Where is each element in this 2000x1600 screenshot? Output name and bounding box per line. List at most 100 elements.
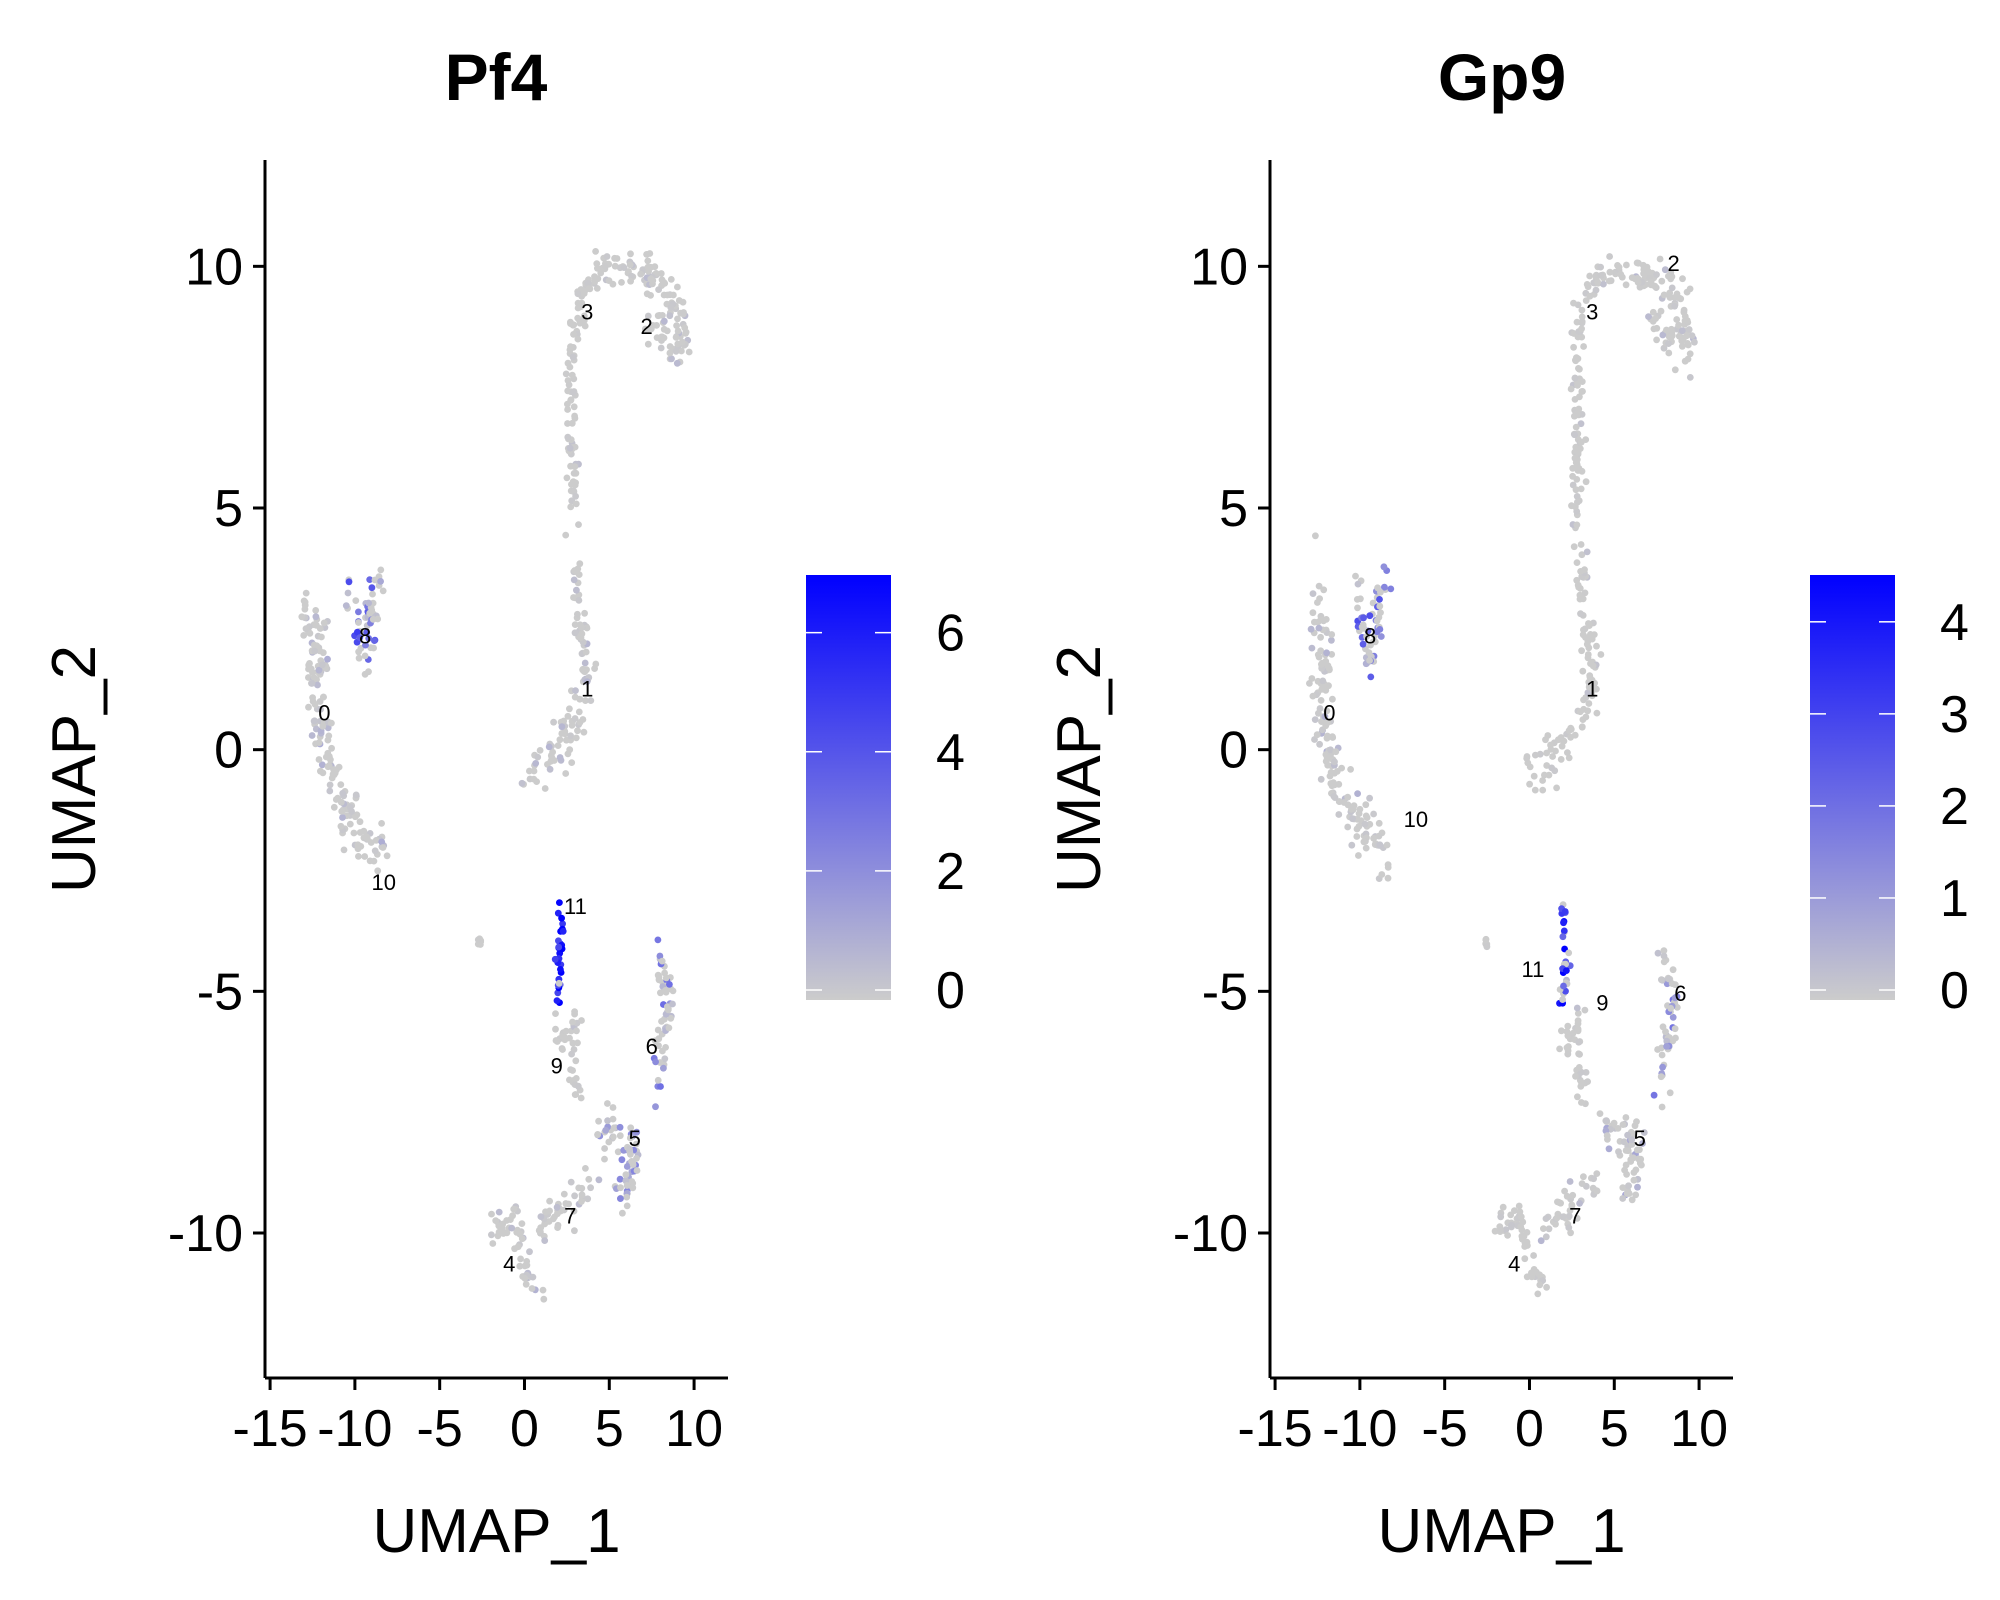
data-point [1315,582,1323,590]
data-point [604,1100,611,1107]
data-point [1571,412,1578,420]
data-point [564,712,572,720]
data-point [351,813,359,821]
data-point [562,1027,570,1035]
data-point [568,419,576,427]
data-point [623,1202,631,1210]
data-point [1615,1148,1622,1156]
data-point [1576,708,1584,716]
data-point [564,420,571,427]
data-point [663,291,671,299]
data-point [326,787,334,795]
data-point [568,371,576,379]
data-point [1574,1093,1581,1101]
data-point [1511,1207,1518,1214]
data-point [1313,731,1321,739]
data-point [499,1220,507,1228]
data-point [1526,780,1533,788]
data-point [316,647,324,655]
data-point [1647,278,1655,286]
data-point [657,344,665,352]
data-point [1578,467,1586,475]
data-point [569,1018,576,1026]
data-point [546,765,554,773]
cluster-label: 0 [318,701,330,726]
data-point [1317,633,1324,641]
data-point [581,609,588,617]
data-point [1671,994,1679,1002]
data-point [654,936,662,944]
data-point [1617,270,1625,278]
data-point [1666,294,1674,301]
data-point [1581,589,1589,597]
data-point [1571,396,1579,403]
data-point [508,1224,516,1232]
data-point [627,250,634,258]
data-point [1660,958,1668,966]
data-point [1571,374,1579,382]
data-point [673,359,681,367]
cluster-label: 2 [640,314,652,339]
data-point [365,599,372,607]
data-point [1558,1027,1565,1035]
data-point [1684,355,1692,363]
data-point [628,272,635,280]
data-point [1323,754,1331,762]
y-tick-label: 10 [1190,238,1248,296]
data-point [1650,1091,1658,1099]
data-point [500,1230,507,1237]
data-point [566,705,573,713]
data-point [1497,1213,1505,1221]
data-point [551,955,559,963]
data-point [564,387,572,395]
data-point [306,660,313,667]
data-point [1666,1089,1674,1097]
data-point [582,697,589,704]
data-point [643,290,651,298]
data-point [1573,456,1581,463]
data-point [1564,749,1571,756]
x-tick-label: 0 [510,1400,539,1458]
data-point [1596,1110,1604,1117]
data-point [574,727,581,735]
data-point [1499,1203,1507,1211]
cluster-label: 7 [564,1203,576,1228]
data-point [540,1295,548,1303]
data-point [355,853,362,860]
x-tick-label: -15 [1238,1400,1313,1458]
data-point [617,1195,624,1202]
data-point [565,381,573,389]
data-point [1582,478,1590,486]
scatter-points [298,248,693,1303]
data-point [530,767,538,775]
data-point [1376,596,1383,603]
data-point [1369,599,1377,607]
data-point [667,1014,675,1022]
data-point [352,597,360,604]
data-point [616,1123,624,1131]
data-point [1558,742,1566,750]
data-point [576,695,584,703]
data-point [1603,1117,1610,1125]
data-point [1328,651,1336,658]
data-point [318,761,326,769]
data-point [1577,541,1585,548]
data-point [564,406,571,413]
data-point [1344,793,1352,801]
data-point [1573,1214,1581,1222]
data-point [1518,1226,1526,1234]
data-point [1569,1191,1577,1199]
data-point [570,331,577,338]
data-point [301,605,309,613]
data-point [345,578,353,586]
data-point [1328,636,1335,644]
data-point [601,1145,608,1152]
data-point [1569,464,1577,472]
data-point [1572,423,1580,431]
data-point [556,754,564,761]
data-point [541,785,549,792]
colorbar-tick-label: 4 [1940,594,1969,652]
data-point [1678,327,1686,335]
data-point [328,719,335,727]
data-point [1552,747,1559,755]
